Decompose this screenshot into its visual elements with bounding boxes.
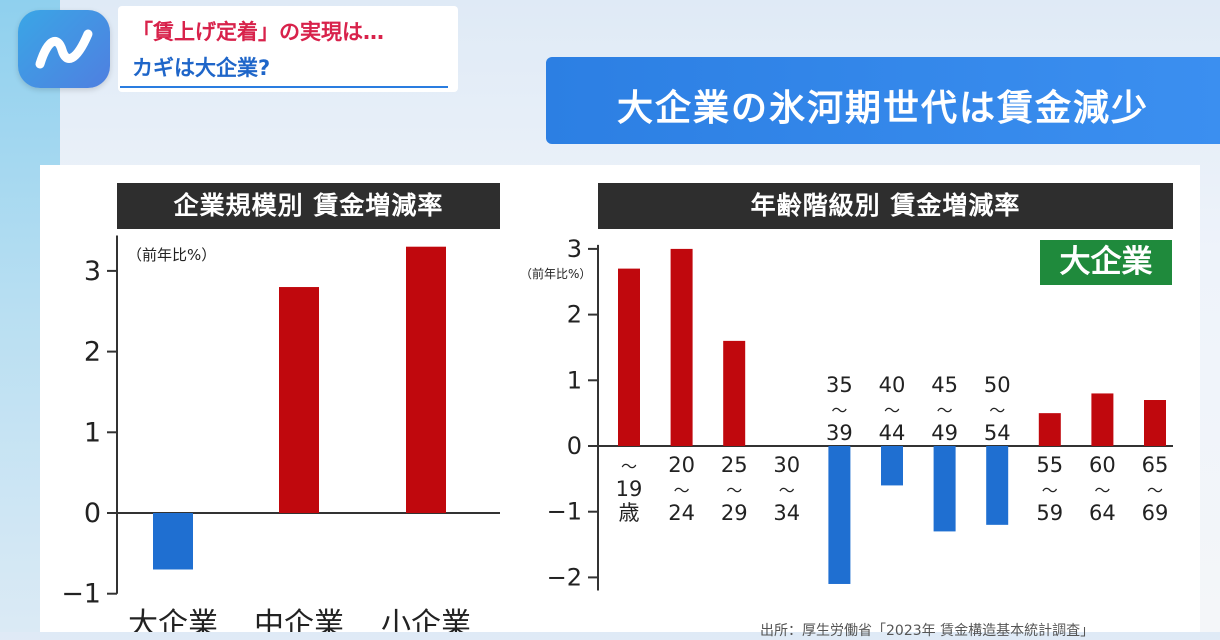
age-category-label: 〜 (1094, 481, 1110, 500)
y-tick-label: 0 (84, 498, 101, 529)
y-tick-label: −2 (547, 563, 582, 591)
bar-3 (406, 246, 446, 513)
age-category-label: 〜 (779, 481, 795, 500)
bar-age-10 (1091, 393, 1114, 446)
y-tick-label: −1 (61, 579, 101, 610)
headline-text: 大企業の氷河期世代は賃金減少 (616, 88, 1149, 129)
bar-1 (153, 513, 193, 570)
age-category-label: 19 (616, 477, 643, 501)
age-category-label: 65 (1142, 453, 1169, 477)
y-tick-label: 2 (567, 301, 582, 329)
age-category-label: 34 (773, 501, 800, 525)
bar-age-6 (881, 446, 903, 486)
topic-line-2: カギは大企業? (132, 56, 271, 80)
age-category-label: 59 (1036, 501, 1063, 525)
age-category-label: 50 (984, 373, 1011, 397)
category-label: 中企業 (254, 607, 344, 632)
chart-1-title: 企業規模別 賃金増減率 (117, 183, 500, 229)
age-category-label: 〜 (989, 401, 1005, 420)
source-note: 出所：厚生労働省「2023年 賃金構造基本統計調査」 (760, 623, 1095, 639)
age-category-label: 45 (931, 373, 958, 397)
age-category-label: 25 (721, 453, 748, 477)
age-category-label: 69 (1142, 501, 1169, 525)
bar-age-5 (828, 446, 851, 584)
bar-age-7 (933, 446, 956, 532)
bar-age-11 (1144, 400, 1166, 446)
age-category-label: 64 (1089, 501, 1116, 525)
topic-box: 「賃上げ定着」の実現は… カギは大企業? (118, 6, 458, 92)
age-category-label: 歳 (619, 501, 640, 525)
age-category-label: 55 (1036, 453, 1063, 477)
y-tick-label: 1 (567, 366, 582, 394)
y-tick-label: 0 (567, 432, 582, 460)
bar-age-8 (986, 446, 1009, 525)
bar-2 (279, 287, 319, 513)
age-category-label: 44 (879, 421, 906, 445)
y-tick-label: −1 (547, 498, 582, 526)
y-tick-label: 2 (84, 337, 101, 368)
age-category-label: 〜 (674, 481, 690, 500)
y-tick-label: 3 (84, 256, 101, 287)
chart-2-title: 年齢階級別 賃金増減率 (598, 183, 1173, 229)
bar-age-3 (723, 340, 746, 446)
age-category-label: 20 (668, 453, 695, 477)
age-category-label: 35 (826, 373, 853, 397)
age-category-label: 40 (879, 373, 906, 397)
bar-age-9 (1038, 413, 1061, 446)
topic-line-1: 「賃上げ定着」の実現は… (132, 20, 384, 44)
bar-age-2 (670, 248, 693, 446)
y-tick-label: 3 (567, 235, 582, 263)
age-category-label: 〜 (1147, 481, 1163, 500)
unit-label: （前年比%） (127, 246, 216, 264)
age-category-label: 39 (826, 421, 853, 445)
age-category-label: 54 (984, 421, 1011, 445)
category-label: 大企業 (128, 607, 218, 632)
bar-age-1 (618, 268, 640, 446)
large-company-tag: 大企業 (1040, 240, 1172, 285)
headline-banner: 大企業の氷河期世代は賃金減少 (546, 57, 1220, 144)
logo-mark-icon (35, 29, 93, 69)
age-category-label: 30 (773, 453, 800, 477)
topic-underline (120, 86, 448, 88)
y-tick-label: 1 (84, 417, 101, 448)
age-category-label: 29 (721, 501, 748, 525)
channel-logo (18, 10, 110, 88)
age-category-label: 〜 (1042, 481, 1058, 500)
unit-label: （前年比%） (520, 266, 591, 281)
category-label: 小企業 (381, 607, 471, 632)
age-category-label: 49 (931, 421, 958, 445)
age-category-label: 〜 (884, 401, 900, 420)
age-category-label: 60 (1089, 453, 1116, 477)
age-category-label: 〜 (621, 457, 637, 476)
age-category-label: 〜 (831, 401, 847, 420)
age-category-label: 〜 (726, 481, 742, 500)
age-category-label: 〜 (937, 401, 953, 420)
age-category-label: 24 (668, 501, 695, 525)
